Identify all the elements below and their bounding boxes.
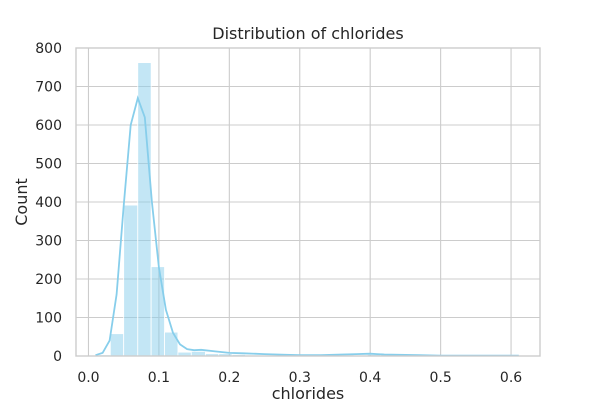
x-tick-label: 0.3: [289, 370, 311, 386]
x-tick-labels: 0.0 0.1 0.2 0.3 0.4 0.5 0.6: [77, 370, 522, 386]
y-axis-label: Count: [12, 178, 31, 226]
y-tick-label: 700: [35, 80, 62, 96]
y-tick-label: 500: [35, 157, 62, 173]
histogram-bar: [164, 331, 179, 357]
plot-frame: [75, 47, 541, 357]
x-tick-label: 0.1: [148, 370, 170, 386]
y-tick-label: 0: [53, 349, 62, 365]
y-tick-label: 600: [35, 118, 62, 134]
x-tick-label: 0.6: [500, 370, 522, 386]
histogram-bars: [96, 62, 520, 357]
histogram-bar: [150, 266, 165, 357]
grid: [76, 47, 540, 357]
x-tick-label: 0.4: [359, 370, 381, 386]
x-tick-label: 0.5: [429, 370, 451, 386]
y-tick-labels: 0 100 200 300 400 500 600 700 800: [35, 41, 62, 365]
x-axis-label: chlorides: [272, 384, 345, 400]
y-tick-label: 400: [35, 195, 62, 211]
y-tick-label: 300: [35, 234, 62, 250]
y-tick-label: 100: [35, 311, 62, 327]
histogram-bar: [137, 62, 152, 357]
histogram-bar: [109, 333, 125, 357]
y-tick-label: 200: [35, 272, 62, 288]
x-tick-label: 0.0: [77, 370, 99, 386]
x-tick-label: 0.2: [218, 370, 240, 386]
y-tick-label: 800: [35, 41, 62, 57]
kde-curve: [95, 95, 519, 357]
histogram-bar: [123, 204, 139, 357]
chart-title: Distribution of chlorides: [212, 24, 403, 43]
